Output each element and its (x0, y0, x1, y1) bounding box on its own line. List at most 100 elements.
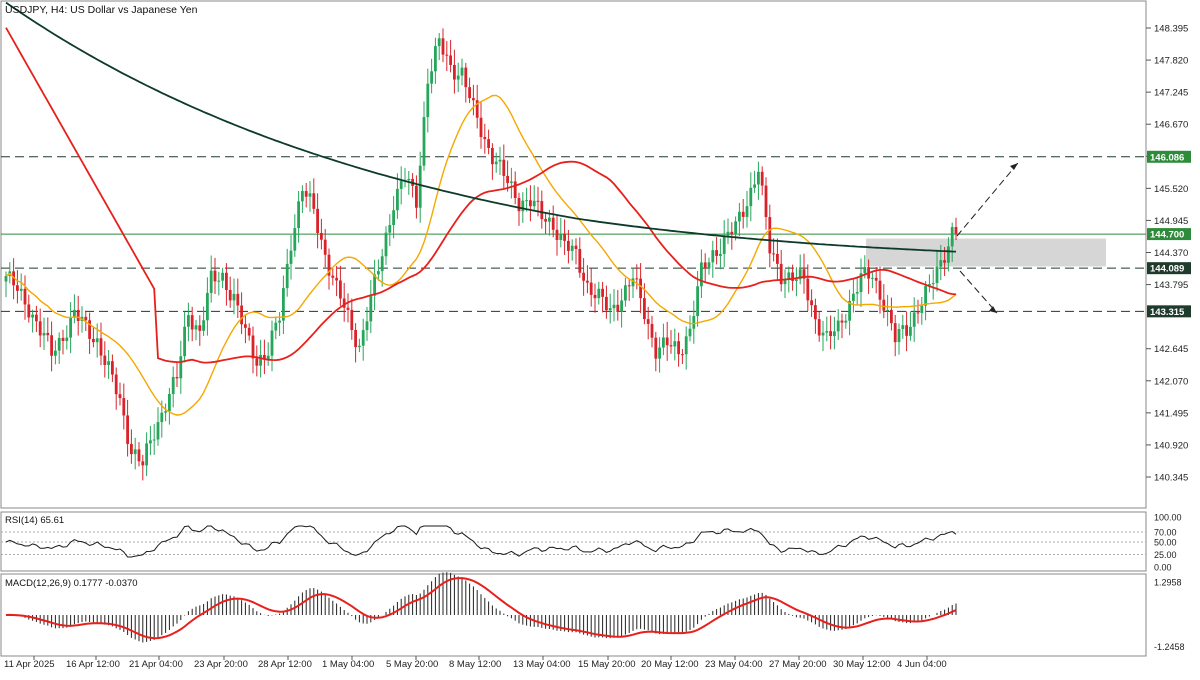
candle-body (194, 325, 198, 330)
candle-body (612, 304, 616, 309)
candle-body (882, 299, 886, 311)
candle-body (814, 305, 817, 320)
candle-body (228, 289, 232, 301)
candle-body (517, 198, 521, 212)
candle-body (574, 245, 578, 250)
candle-body (863, 267, 867, 274)
candle-body (232, 293, 236, 301)
candle-body (141, 461, 145, 466)
candle-body (677, 341, 680, 355)
candle-body (844, 320, 848, 323)
candle-body (179, 356, 183, 379)
candle-body (57, 337, 61, 351)
time-tick-label: 11 Apr 2025 (4, 659, 55, 670)
candle-body (597, 288, 601, 299)
candle-body (240, 305, 243, 325)
candle-body (544, 219, 547, 222)
candle-body (662, 337, 665, 348)
candle-body (304, 191, 308, 197)
candle-body (160, 412, 164, 423)
candle-body (19, 288, 23, 291)
candle-body (548, 217, 551, 222)
price-tick-label: 141.495 (1154, 408, 1188, 419)
candle-body (525, 200, 528, 202)
candle-body (798, 269, 802, 280)
candle-body (152, 439, 156, 441)
time-tick-label: 28 Apr 12:00 (258, 659, 312, 670)
candle-body (536, 200, 540, 202)
candle-body (635, 278, 639, 280)
level-label: 144.700 (1150, 230, 1184, 241)
candle-body (692, 316, 696, 329)
candle-body (768, 217, 772, 254)
candle-body (388, 225, 392, 233)
candle-body (293, 228, 297, 251)
price-tick-label: 148.395 (1154, 24, 1188, 35)
candle-body (16, 285, 19, 291)
candle-body (149, 440, 152, 444)
candle-body (753, 184, 756, 188)
time-tick-label: 8 May 12:00 (449, 659, 501, 670)
candle-body (69, 317, 72, 338)
candle-body (453, 64, 456, 80)
candle-body (312, 193, 316, 209)
candle-body (168, 393, 171, 412)
candle-body (658, 347, 661, 359)
candle-body (54, 350, 57, 356)
candle-body (133, 449, 137, 455)
candle-body (122, 398, 126, 416)
candle-body (586, 280, 589, 283)
candle-body (616, 304, 620, 313)
candle-body (392, 210, 395, 226)
price-tick-label: 143.795 (1154, 280, 1188, 291)
candle-body (624, 285, 627, 301)
rsi-tick-label: 50.00 (1154, 538, 1177, 548)
candle-body (464, 67, 468, 88)
candle-body (878, 280, 882, 300)
candle-body (479, 117, 483, 138)
candle-body (449, 55, 452, 65)
candle-body (198, 325, 202, 331)
time-tick-label: 30 May 12:00 (833, 659, 891, 670)
candle-body (73, 309, 76, 318)
candle-body (396, 188, 399, 211)
candle-body (84, 316, 88, 321)
candle-body (836, 320, 840, 332)
time-tick-label: 4 Jun 04:00 (897, 659, 947, 670)
rsi-tick-label: 0.00 (1154, 563, 1172, 573)
candle-body (893, 323, 897, 343)
candle-body (734, 221, 737, 235)
candle-body (943, 260, 946, 263)
candle-body (494, 161, 498, 165)
price-tick-label: 145.520 (1154, 184, 1188, 195)
candle-body (540, 201, 544, 220)
time-tick-label: 16 Apr 12:00 (66, 659, 120, 670)
candle-body (726, 231, 730, 236)
candle-body (810, 300, 813, 306)
macd-tick-label: 1.2958 (1154, 578, 1182, 588)
candle-body (582, 272, 585, 281)
up-arrow-head (1010, 163, 1018, 170)
candle-body (654, 337, 658, 359)
candle-body (646, 319, 650, 324)
candle-body (225, 272, 228, 290)
candle-body (510, 181, 513, 183)
support-zone (866, 238, 1106, 267)
time-tick-label: 15 May 20:00 (578, 659, 636, 670)
candle-body (909, 326, 912, 336)
candle-body (764, 185, 768, 218)
candle-body (684, 336, 688, 355)
candle-body (901, 325, 905, 330)
candle-body (103, 355, 107, 365)
candle-body (183, 326, 186, 357)
rsi-line (5, 525, 957, 558)
candle-body (817, 319, 821, 336)
level-label-box (1147, 305, 1191, 318)
candle-body (209, 270, 213, 293)
price-tick-label: 144.945 (1154, 216, 1188, 227)
time-tick-label: 13 May 04:00 (513, 659, 571, 670)
candle-body (783, 279, 787, 285)
candle-body (947, 246, 950, 263)
